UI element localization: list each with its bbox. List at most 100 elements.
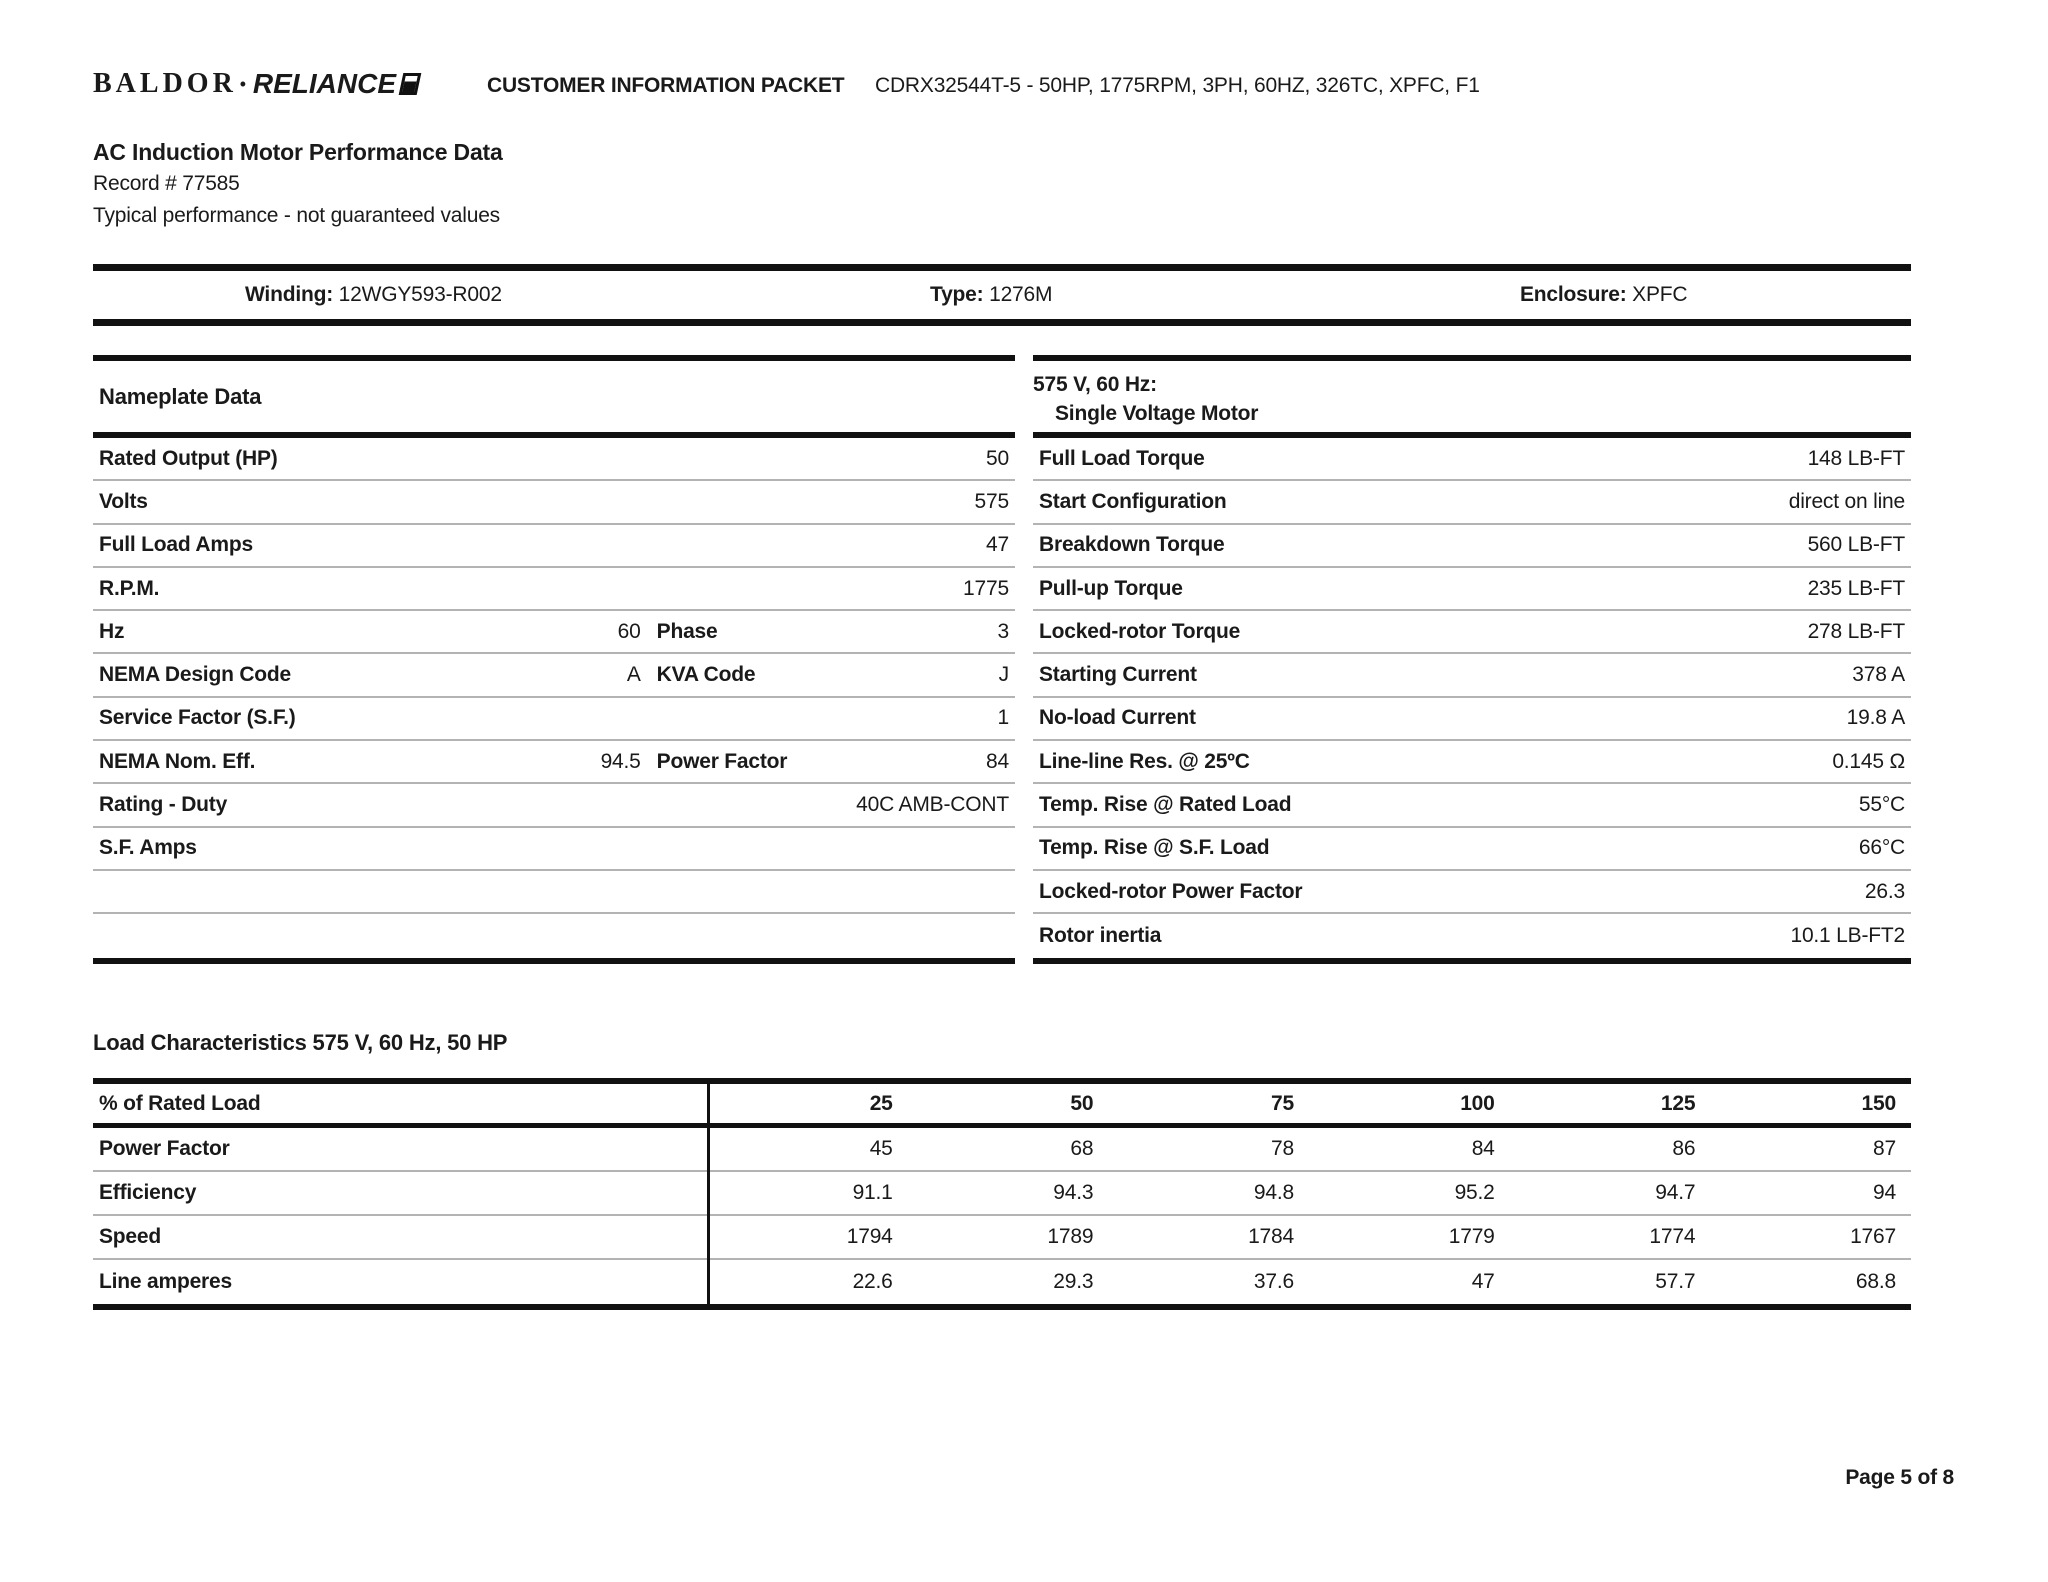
packet-title: CUSTOMER INFORMATION PACKET xyxy=(487,74,845,97)
table-row xyxy=(93,914,1015,957)
row-label: Rated Output (HP) xyxy=(99,446,278,470)
load-table-header-row: % of Rated Load 25 50 75 100 125 150 xyxy=(93,1084,1911,1128)
logo-baldor-text: BALDOR xyxy=(93,68,237,99)
column-divider xyxy=(707,1084,710,1304)
cell-value: 91.1 xyxy=(852,1181,893,1204)
cell-value: 84 xyxy=(1471,1137,1495,1160)
table-row: Locked-rotor Power Factor 26.3 xyxy=(1033,871,1911,915)
row-value: 19.8 A xyxy=(1846,706,1906,730)
baldor-reliance-logo: BALDOR • RELIANCE xyxy=(93,64,422,104)
table-row: R.P.M. 1775 xyxy=(93,568,1015,612)
row-label: Hz xyxy=(99,619,125,643)
row-value-2: J xyxy=(998,663,1010,687)
row-label: No-load Current xyxy=(1039,706,1196,730)
column-header: 125 xyxy=(1660,1091,1696,1115)
enclosure-field: Enclosure: XPFC xyxy=(1520,283,1688,307)
row-label: Rotor inertia xyxy=(1039,923,1162,947)
row-label: Rating - Duty xyxy=(99,793,228,817)
cell-value: 1779 xyxy=(1448,1225,1495,1248)
row-label: NEMA Design Code xyxy=(99,663,292,687)
table-row: Efficiency 91.1 94.3 94.8 95.2 94.7 94 xyxy=(93,1172,1911,1216)
cell-value: 94.7 xyxy=(1655,1181,1696,1204)
row-value-2: 84 xyxy=(985,749,1009,773)
table-row: Hz 60 Phase 3 xyxy=(93,611,1015,655)
table-row: Rotor inertia 10.1 LB-FT2 xyxy=(1033,914,1911,957)
row-label: Power Factor xyxy=(99,1137,230,1160)
table-row: Starting Current 378 A xyxy=(1033,654,1911,698)
type-field: Type: 1276M xyxy=(930,283,1053,307)
column-header: 75 xyxy=(1271,1091,1294,1115)
table-row: Line-line Res. @ 25ºC 0.145 Ω xyxy=(1033,741,1911,785)
table-row: Pull-up Torque 235 LB-FT xyxy=(1033,568,1911,612)
row-value-2: 3 xyxy=(997,619,1009,643)
table-row: No-load Current 19.8 A xyxy=(1033,698,1911,742)
row-value: 278 LB-FT xyxy=(1807,619,1906,643)
type-value: 1276M xyxy=(989,283,1053,306)
row-label: Line-line Res. @ 25ºC xyxy=(1039,749,1250,773)
enclosure-label: Enclosure: xyxy=(1520,283,1627,306)
table-row: NEMA Nom. Eff. 94.5 Power Factor 84 xyxy=(93,741,1015,785)
page-title: AC Induction Motor Performance Data xyxy=(93,139,503,165)
table-row: Temp. Rise @ Rated Load 55°C xyxy=(1033,784,1911,828)
cell-value: 1784 xyxy=(1248,1225,1294,1248)
cell-value: 68.8 xyxy=(1855,1270,1896,1293)
row-value: 26.3 xyxy=(1864,879,1905,903)
row-value: 10.1 LB-FT2 xyxy=(1790,923,1905,947)
record-number: Record # 77585 xyxy=(93,172,240,195)
nameplate-rows: Rated Output (HP) 50 Volts 575 Full Load A… xyxy=(93,438,1015,958)
column-header: 50 xyxy=(1070,1091,1094,1115)
row-value: 0.145 Ω xyxy=(1832,749,1905,773)
row-label: Pull-up Torque xyxy=(1039,576,1183,600)
cell-value: 95.2 xyxy=(1454,1181,1495,1204)
table-row: S.F. Amps xyxy=(93,828,1015,871)
table-row: NEMA Design Code A KVA Code J xyxy=(93,654,1015,698)
cell-value: 94 xyxy=(1873,1181,1896,1204)
cell-value: 86 xyxy=(1672,1137,1696,1160)
voltage-header-line2: Single Voltage Motor xyxy=(1055,402,1259,425)
cell-value: 22.6 xyxy=(852,1270,893,1293)
row-label: Service Factor (S.F.) xyxy=(99,706,296,730)
table-row: Power Factor 45 68 78 84 86 87 xyxy=(93,1128,1911,1172)
winding-bar: Winding: 12WGY593-R002 Type: 1276M Enclo… xyxy=(93,264,1911,326)
nameplate-table: Nameplate Data Rated Output (HP) 50 Volts… xyxy=(93,355,1015,964)
row-value-2: 40C AMB-CONT xyxy=(856,793,1009,817)
logo-reliance-text: RELIANCE xyxy=(252,68,397,99)
row-value-2: 50 xyxy=(985,446,1009,470)
row-label: Full Load Torque xyxy=(1039,446,1205,470)
row-label: S.F. Amps xyxy=(99,836,197,860)
row-label: Temp. Rise @ S.F. Load xyxy=(1039,836,1270,860)
voltage-header-line1: 575 V, 60 Hz: xyxy=(1033,373,1157,396)
cell-value: 94.8 xyxy=(1253,1181,1294,1204)
spec-tables: Nameplate Data Rated Output (HP) 50 Volts… xyxy=(93,355,1911,964)
load-characteristics-title: Load Characteristics 575 V, 60 Hz, 50 HP xyxy=(93,1030,508,1055)
winding-label: Winding: xyxy=(245,283,334,306)
table-row: Temp. Rise @ S.F. Load 66°C xyxy=(1033,828,1911,871)
trademark-box-icon xyxy=(398,73,422,95)
title-block: AC Induction Motor Performance Data Reco… xyxy=(93,136,503,232)
column-header: 100 xyxy=(1460,1091,1495,1115)
enclosure-value: XPFC xyxy=(1632,283,1688,306)
cell-value: 68 xyxy=(1070,1137,1094,1160)
logo-dot-icon: • xyxy=(239,73,246,94)
row-value: 378 A xyxy=(1852,663,1905,687)
row-label: Full Load Amps xyxy=(99,533,253,557)
row-label: Speed xyxy=(99,1225,162,1248)
winding-field: Winding: 12WGY593-R002 xyxy=(245,283,502,307)
column-header: % of Rated Load xyxy=(99,1091,261,1115)
voltage-table: 575 V, 60 Hz: Single Voltage Motor Full … xyxy=(1033,355,1911,964)
load-characteristics-table: % of Rated Load 25 50 75 100 125 150 Pow… xyxy=(93,1078,1911,1310)
table-row: Speed 1794 1789 1784 1779 1774 1767 xyxy=(93,1216,1911,1260)
cell-value: 29.3 xyxy=(1053,1270,1094,1293)
table-row: Line amperes 22.6 29.3 37.6 47 57.7 68.8 xyxy=(93,1260,1911,1304)
row-label: Volts xyxy=(99,489,148,513)
cell-value: 94.3 xyxy=(1053,1181,1094,1204)
cell-value: 87 xyxy=(1873,1137,1896,1160)
table-row: Full Load Amps 47 xyxy=(93,525,1015,568)
row-value: 148 LB-FT xyxy=(1807,446,1906,470)
row-label: Breakdown Torque xyxy=(1039,533,1225,557)
row-label: Locked-rotor Torque xyxy=(1039,619,1241,643)
row-label: Temp. Rise @ Rated Load xyxy=(1039,793,1292,817)
row-label-2: Power Factor xyxy=(656,749,788,773)
winding-value: 12WGY593-R002 xyxy=(338,283,502,306)
